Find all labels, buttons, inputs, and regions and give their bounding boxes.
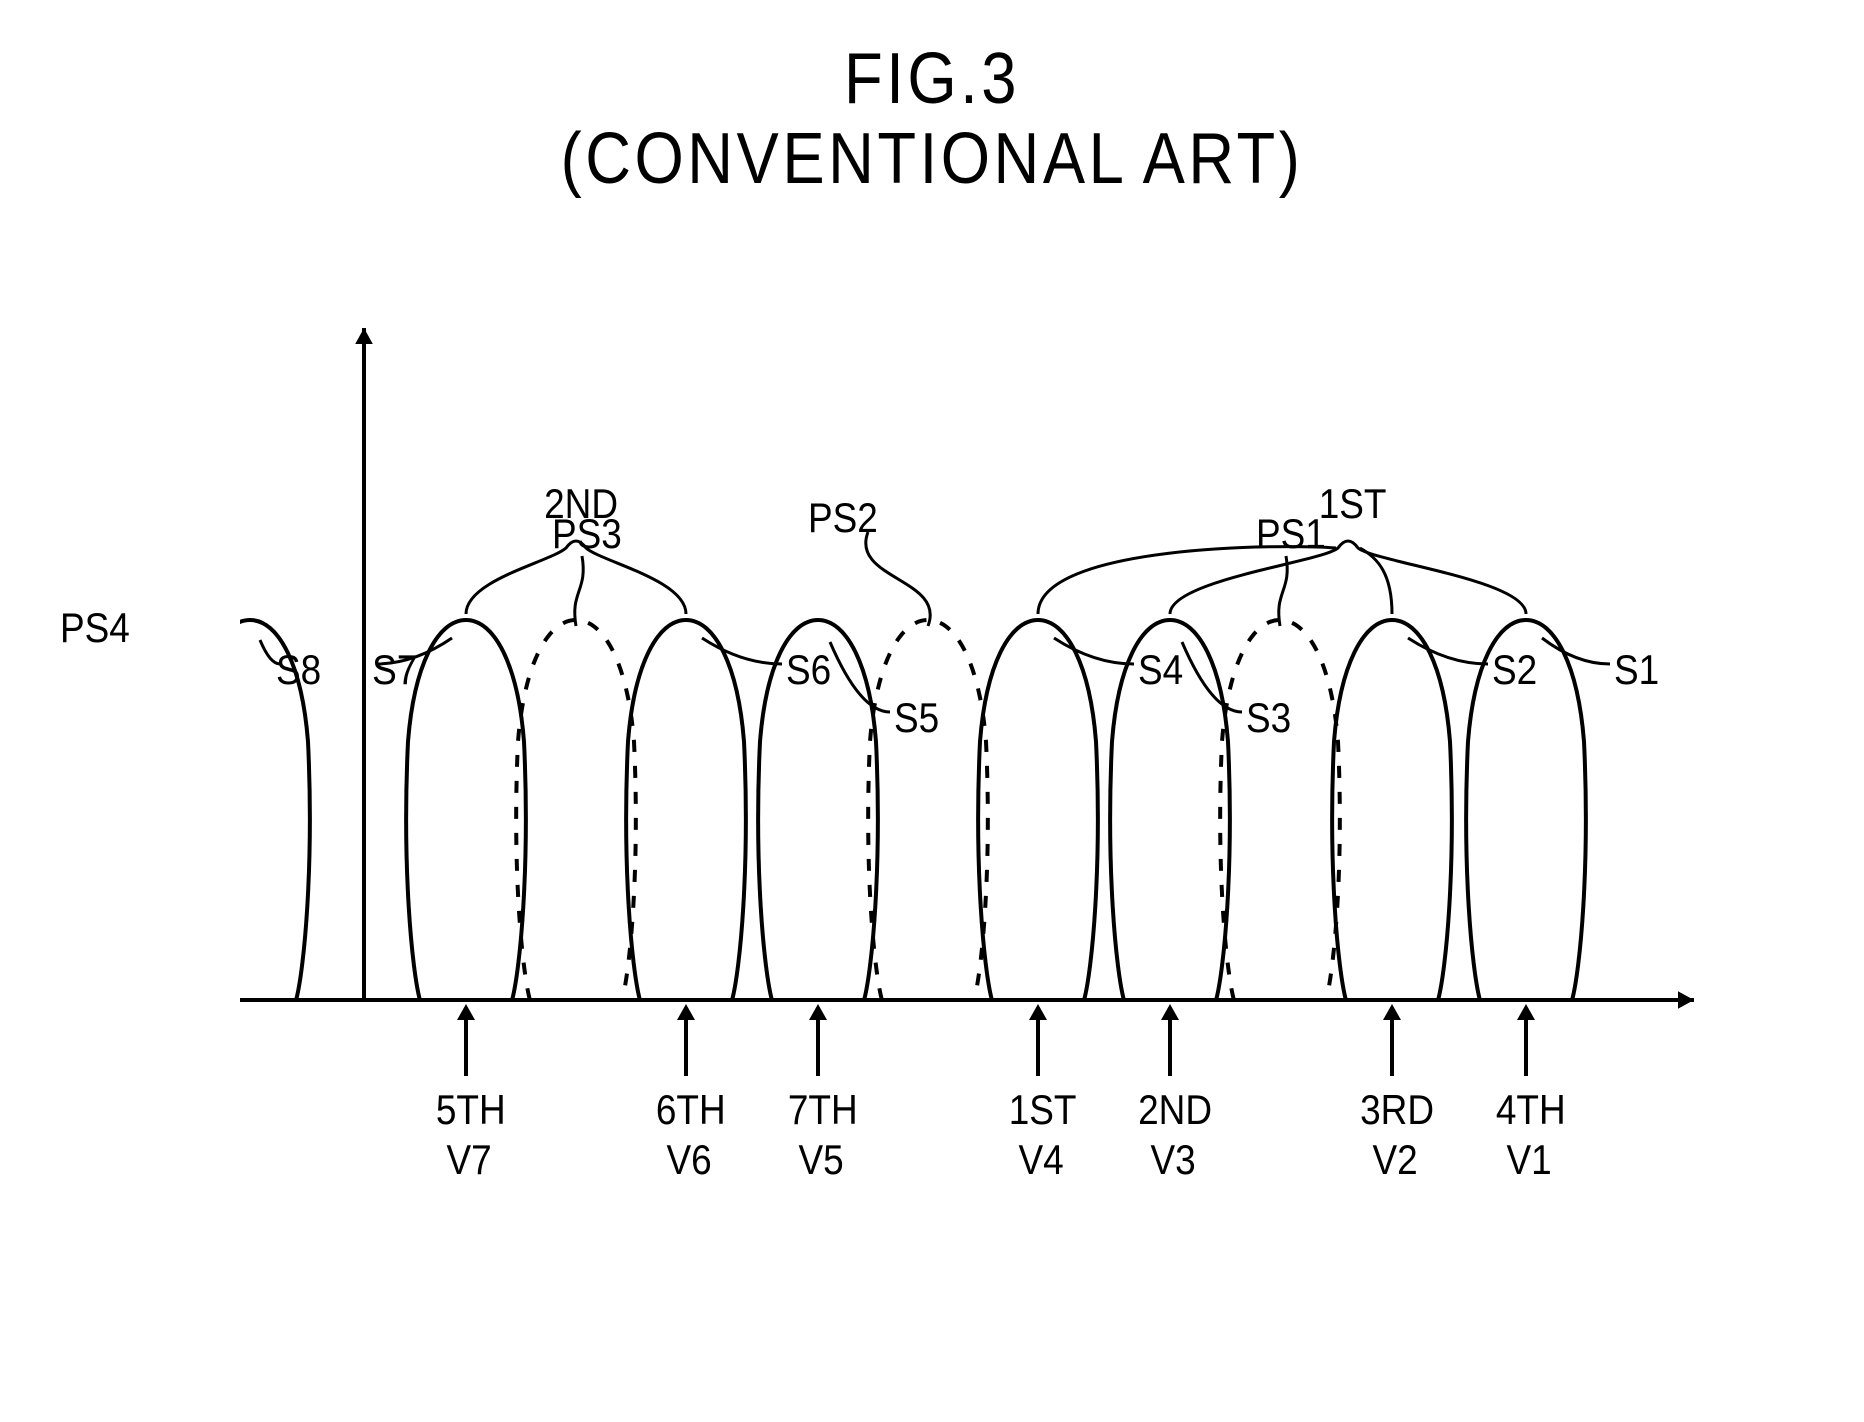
tick-bot-V4: V4 bbox=[1018, 1136, 1063, 1184]
figure-title-line2: (CONVENTIONAL ART) bbox=[112, 118, 1752, 200]
label-S3: S3 bbox=[1246, 694, 1291, 742]
figure-title-line1: FIG.3 bbox=[112, 38, 1752, 120]
tick-bot-V1: V1 bbox=[1506, 1136, 1551, 1184]
label-PS2: PS2 bbox=[808, 494, 878, 542]
figure-wrap: FIG.3 (CONVENTIONAL ART) PS4S8S7PS3S6S5P… bbox=[0, 0, 1864, 1422]
label-PS1: PS1 bbox=[1256, 510, 1326, 558]
label-S7: S7 bbox=[372, 646, 417, 694]
tick-bot-V3: V3 bbox=[1150, 1136, 1195, 1184]
tick-bot-V7: V7 bbox=[446, 1136, 491, 1184]
lobe-PS3 bbox=[516, 620, 636, 1000]
tick-bot-V2: V2 bbox=[1372, 1136, 1417, 1184]
plot-svg bbox=[240, 320, 1710, 1100]
tick-bot-V5: V5 bbox=[798, 1136, 843, 1184]
tick-top-V4: 1ST bbox=[1009, 1086, 1077, 1134]
label-S2: S2 bbox=[1492, 646, 1537, 694]
lobe-PS2 bbox=[868, 620, 988, 1000]
lobe-S2 bbox=[1332, 620, 1452, 1000]
lobe-S4 bbox=[978, 620, 1098, 1000]
lobe-S7 bbox=[406, 620, 526, 1000]
label-PS4: PS4 bbox=[60, 604, 130, 652]
tick-top-V7: 5TH bbox=[436, 1086, 506, 1134]
tick-top-V1: 4TH bbox=[1496, 1086, 1566, 1134]
label-2ND: 2ND bbox=[544, 480, 618, 528]
tick-top-V2: 3RD bbox=[1360, 1086, 1434, 1134]
lobe-PS1 bbox=[1220, 620, 1340, 1000]
label-S4: S4 bbox=[1138, 646, 1183, 694]
tick-bot-V6: V6 bbox=[666, 1136, 711, 1184]
tick-top-V3: 2ND bbox=[1138, 1086, 1212, 1134]
label-1ST: 1ST bbox=[1319, 480, 1387, 528]
tick-top-V6: 6TH bbox=[656, 1086, 726, 1134]
label-S6: S6 bbox=[786, 646, 831, 694]
lobe-S6 bbox=[626, 620, 746, 1000]
tick-top-V5: 7TH bbox=[788, 1086, 858, 1134]
label-S5: S5 bbox=[894, 694, 939, 742]
label-S1: S1 bbox=[1614, 646, 1659, 694]
label-S8: S8 bbox=[276, 646, 321, 694]
